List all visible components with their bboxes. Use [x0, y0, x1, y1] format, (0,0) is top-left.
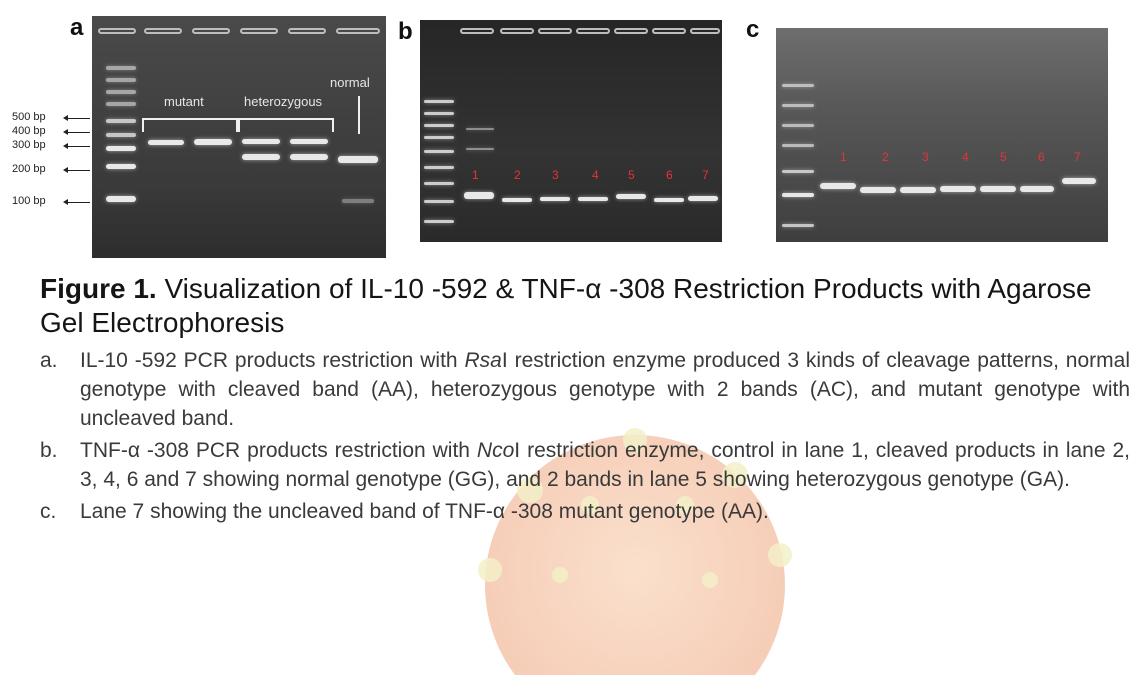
lane-number: 6 [666, 168, 673, 182]
lane-number: 1 [840, 150, 847, 164]
line-normal [358, 96, 360, 134]
lane-number: 2 [514, 168, 521, 182]
size-marker-300: 300 bp [12, 139, 46, 151]
bracket-mutant [142, 118, 238, 132]
lane-number: 1 [472, 168, 479, 182]
enzyme-name: Rsa [464, 349, 502, 372]
lane-number: 4 [592, 168, 599, 182]
lane-number: 5 [1000, 150, 1007, 164]
arrow-icon [63, 199, 90, 205]
size-marker-100: 100 bp [12, 195, 46, 207]
size-marker-400: 400 bp [12, 125, 46, 137]
panel-a-letter: a [70, 14, 84, 41]
lane-number: 3 [552, 168, 559, 182]
caption-item-b: b. TNF-α -308 PCR products restriction w… [40, 436, 1130, 494]
group-label-heterozygous: heterozygous [244, 94, 323, 109]
figure-title-text: Visualization of IL-10 -592 & TNF-α -308… [40, 273, 1092, 338]
lane-number: 5 [628, 168, 635, 182]
lane-number: 4 [962, 150, 969, 164]
panel-c-letter: c [746, 16, 760, 43]
arrow-icon [63, 167, 90, 173]
lane-number: 7 [1074, 150, 1081, 164]
group-label-mutant: mutant [164, 94, 204, 109]
size-marker-500: 500 bp [12, 111, 46, 123]
arrow-icon [63, 115, 90, 121]
size-marker-200: 200 bp [12, 163, 46, 175]
arrow-icon [63, 143, 90, 149]
caption-item-c: c. Lane 7 showing the uncleaved band of … [40, 497, 1130, 526]
lane-number: 3 [922, 150, 929, 164]
gel-image-c: 1 2 3 4 5 6 7 [776, 28, 1108, 242]
arrow-icon [63, 129, 90, 135]
gel-image-b: 1 2 3 4 5 6 7 [420, 20, 722, 242]
group-label-normal: normal [330, 75, 370, 90]
figure-title: Figure 1. Visualization of IL-10 -592 & … [40, 272, 1130, 340]
lane-number: 2 [882, 150, 889, 164]
caption-list: a. IL-10 -592 PCR products restriction w… [40, 346, 1130, 529]
figure-label: Figure 1. [40, 273, 157, 304]
enzyme-name: Nco [476, 439, 515, 462]
caption-item-a: a. IL-10 -592 PCR products restriction w… [40, 346, 1130, 433]
gel-image-a: mutant heterozygous normal [92, 16, 386, 258]
caption-marker: b. [40, 439, 58, 462]
caption-marker: c. [40, 500, 57, 523]
lane-number: 6 [1038, 150, 1045, 164]
lane-number: 7 [702, 168, 709, 182]
caption-marker: a. [40, 349, 58, 372]
bracket-heterozygous [238, 118, 334, 132]
panel-b-letter: b [398, 18, 413, 45]
